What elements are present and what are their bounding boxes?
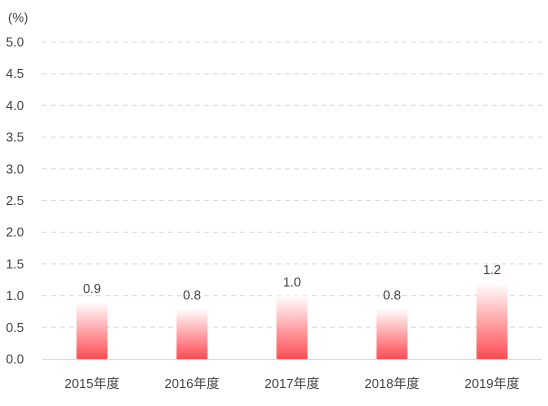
y-tick-label: 5.0 [6, 35, 24, 50]
y-tick-label: 3.5 [6, 130, 24, 145]
y-axis-unit-label: (%) [8, 10, 28, 25]
y-tick-label: 4.0 [6, 98, 24, 113]
x-tick-label: 2018年度 [365, 376, 420, 391]
x-tick-label: 2016年度 [165, 376, 220, 391]
y-axis: (%) 0.0 0.5 1.0 1.5 2.0 2.5 3.0 3.5 4.0 4.5 5.0 [6, 10, 28, 367]
x-tick-label: 2015年度 [65, 376, 120, 391]
x-tick-label: 2017年度 [265, 376, 320, 391]
y-tick-label: 0.0 [6, 352, 24, 367]
data-label: 0.9 [83, 281, 101, 296]
y-tick-label: 3.0 [6, 161, 24, 176]
bar [276, 295, 308, 359]
data-label: 0.8 [183, 287, 201, 302]
y-tick-label: 1.5 [6, 256, 24, 271]
gridlines [42, 41, 542, 328]
data-label: 0.8 [383, 287, 401, 302]
y-tick-label: 2.0 [6, 225, 24, 240]
y-tick-label: 1.0 [6, 288, 24, 303]
x-tick-label: 2019年度 [465, 376, 520, 391]
bar [376, 308, 408, 359]
y-tick-label: 0.5 [6, 320, 24, 335]
x-axis: 2015年度 2016年度 2017年度 2018年度 2019年度 [42, 359, 542, 391]
data-label: 1.0 [283, 275, 301, 290]
bars: 0.9 0.8 1.0 0.8 1.2 [76, 262, 508, 359]
bar [76, 301, 108, 359]
bar [176, 308, 208, 359]
bar [476, 282, 508, 359]
data-label: 1.2 [483, 262, 501, 277]
y-tick-label: 4.5 [6, 66, 24, 81]
y-tick-label: 2.5 [6, 193, 24, 208]
